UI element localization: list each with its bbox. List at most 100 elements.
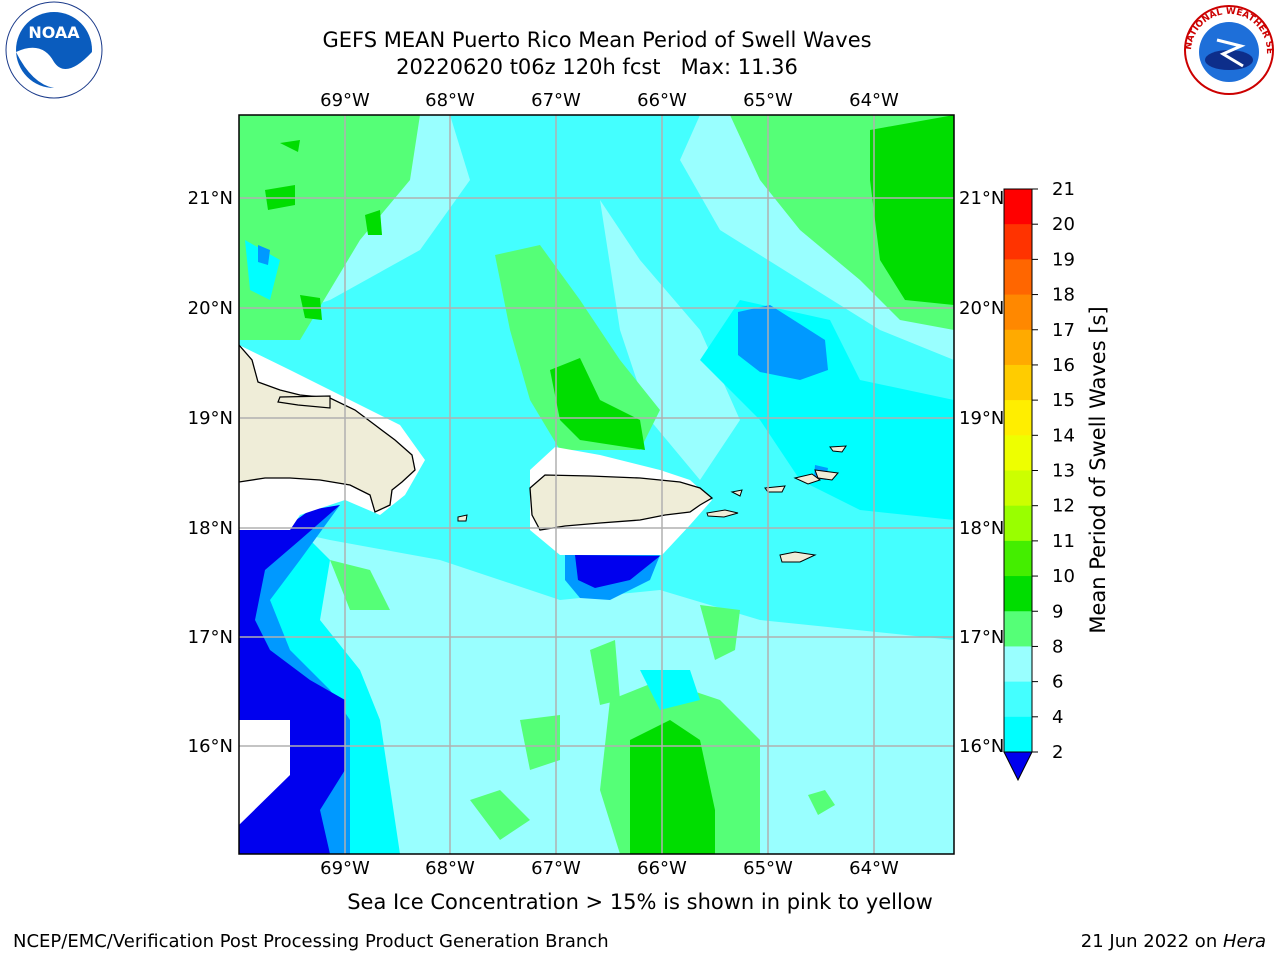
lon-label-top: 65°W — [743, 90, 793, 111]
field-band-9s — [470, 790, 530, 840]
colorbar-cell — [1004, 681, 1032, 718]
colorbar: 21 20 19 18 17 16 15 14 13 12 11 10 9 8 6 4 2 — [1003, 179, 1075, 782]
graticule — [239, 115, 954, 854]
lat-label-left: 16°N — [188, 736, 233, 757]
colorbar-cell — [1004, 329, 1032, 366]
field-band-4s — [258, 245, 270, 265]
colorbar-cell — [1004, 576, 1032, 612]
colorbar-tick-label: 13 — [1052, 461, 1075, 482]
field-band-10s — [630, 720, 715, 854]
lat-label-left: 17°N — [188, 627, 233, 648]
lat-label-left: 19°N — [188, 408, 233, 429]
lon-label-bottom: 69°W — [320, 858, 370, 879]
anegada-island — [814, 469, 839, 481]
lon-label-bottom: 68°W — [425, 858, 475, 879]
title-line-2: 20220620 t06z 120h fcst Max: 11.36 — [396, 55, 798, 79]
lon-label-top: 67°W — [531, 90, 581, 111]
field-band-8s — [600, 200, 740, 480]
field-band-9s — [520, 715, 560, 770]
lat-label-right: 20°N — [959, 298, 1004, 319]
colorbar-cell — [1004, 646, 1032, 683]
colorbar-tick-label: 14 — [1052, 425, 1075, 446]
colorbar-cell — [1004, 716, 1032, 753]
colorbar-tick-label: 8 — [1052, 636, 1063, 657]
tortuga-island — [277, 395, 331, 409]
caption: Sea Ice Concentration > 15% is shown in … — [347, 890, 933, 914]
colorbar-tick-label: 4 — [1052, 707, 1063, 728]
lon-label-bottom: 64°W — [849, 858, 899, 879]
noaa-logo: NOAA — [5, 1, 103, 99]
colorbar-cell — [1004, 400, 1032, 436]
colorbar-tick-label: 19 — [1052, 249, 1075, 270]
virgin-islands — [793, 473, 822, 485]
colorbar-tick-label: 20 — [1052, 214, 1075, 235]
swell-period-field — [239, 115, 954, 854]
colorbar-label: Mean Period of Swell Waves [s] — [1086, 306, 1110, 633]
colorbar-tick-label: 12 — [1052, 496, 1075, 517]
footer-machine: Hera — [1222, 931, 1266, 952]
lat-label-left: 18°N — [188, 518, 233, 539]
field-band-10s — [365, 210, 382, 235]
colorbar-tick-label: 18 — [1052, 285, 1075, 306]
colorbar-cell — [1004, 611, 1032, 647]
colorbar-tick-label: 6 — [1052, 672, 1063, 693]
field-band-6s — [245, 240, 280, 300]
lon-label-bottom: 67°W — [531, 858, 581, 879]
field-band-2s — [575, 555, 660, 588]
field-band-9s — [808, 790, 835, 815]
lat-label-right: 17°N — [959, 627, 1004, 648]
colorbar-tick-label: 15 — [1052, 390, 1075, 411]
colorbar-extension — [1003, 751, 1033, 782]
lat-label-left: 20°N — [188, 298, 233, 319]
footer-date: 21 Jun 2022 on Hera — [1081, 931, 1266, 952]
colorbar-tick-label: 2 — [1052, 742, 1063, 763]
lat-label-right: 18°N — [959, 518, 1004, 539]
lat-label-right: 21°N — [959, 188, 1004, 209]
mona-island — [457, 514, 468, 522]
field-band-4s — [738, 305, 828, 380]
colorbar-cell — [1004, 505, 1032, 542]
field-band-9s — [590, 640, 620, 705]
lon-label-bottom: 66°W — [637, 858, 687, 879]
colorbar-tick-label: 9 — [1052, 601, 1063, 622]
lon-label-top: 69°W — [320, 90, 370, 111]
colorbar-cell — [1004, 364, 1032, 401]
st-croix-island — [779, 551, 817, 563]
colorbar-tick-label: 16 — [1052, 355, 1075, 376]
colorbar-cell — [1004, 470, 1032, 507]
field-band-8s — [239, 520, 954, 854]
field-band-9s — [239, 115, 420, 340]
virgin-islands — [764, 485, 786, 493]
field-band-6s — [640, 670, 700, 710]
lon-label-top: 66°W — [637, 90, 687, 111]
colorbar-tick-label: 21 — [1052, 179, 1075, 200]
hispaniola-land — [239, 344, 416, 513]
noaa-logo-text: NOAA — [28, 23, 80, 42]
colorbar-cell — [1004, 259, 1032, 296]
title-line-1: GEFS MEAN Puerto Rico Mean Period of Swe… — [322, 28, 872, 52]
footer-credit: NCEP/EMC/Verification Post Processing Pr… — [13, 931, 609, 952]
field-band-10s — [870, 115, 954, 305]
anegada-island — [829, 445, 847, 453]
nws-logo: NATIONAL WEATHER SERVICE — [1177, 0, 1274, 95]
field-band-10s — [550, 358, 645, 450]
footer-date-text: 21 Jun 2022 on — [1080, 931, 1223, 952]
colorbar-cell — [1004, 294, 1032, 331]
colorbar-tick-label: 17 — [1052, 320, 1075, 341]
lon-label-bottom: 65°W — [743, 858, 793, 879]
colorbar-cell — [1004, 435, 1032, 471]
colorbar-cell — [1004, 540, 1032, 577]
lon-label-top: 68°W — [425, 90, 475, 111]
lon-label-top: 64°W — [849, 90, 899, 111]
vieques-island — [706, 509, 739, 518]
field-band-10s — [280, 140, 300, 152]
field-band-9s — [495, 245, 660, 450]
lat-label-right: 19°N — [959, 408, 1004, 429]
plot-frame — [238, 114, 955, 855]
colorbar-tick-label: 11 — [1052, 531, 1075, 552]
colorbar-cell — [1004, 189, 1032, 225]
colorbar-cell — [1004, 224, 1032, 260]
lat-label-right: 16°N — [959, 736, 1004, 757]
field-band-9s — [700, 605, 740, 660]
